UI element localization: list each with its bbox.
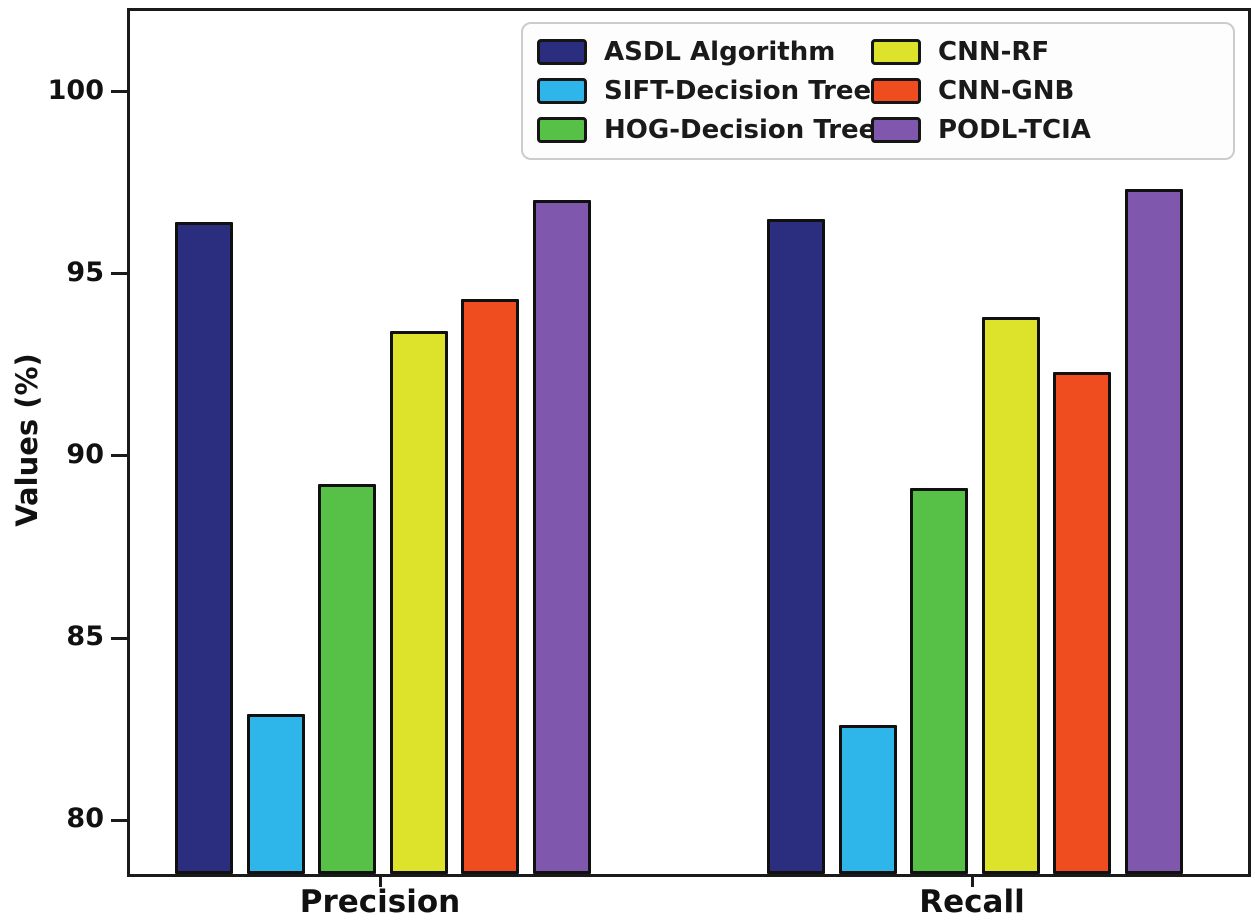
bar-asdl-algorithm-recall <box>767 218 826 874</box>
legend-label: ASDL Algorithm <box>604 36 836 67</box>
legend-label: CNN-GNB <box>938 75 1075 106</box>
legend-label: SIFT-Decision Tree <box>604 75 872 106</box>
legend-label: CNN-RF <box>938 36 1050 67</box>
bar-podl-tcia-precision <box>532 200 591 874</box>
legend-item-cnn-gnb: CNN-GNB <box>871 76 1225 106</box>
legend: ASDL Algorithm SIFT-Decision Tree HOG-De… <box>521 22 1235 160</box>
bar-cnn-rf-precision <box>389 331 448 874</box>
bar-sift-decision-tree-precision <box>246 713 305 874</box>
x-tick-label-precision: Precision <box>299 884 461 920</box>
legend-swatch-hog-decision-tree <box>537 117 587 144</box>
y-tick-label-100: 100 <box>47 74 104 106</box>
y-tick-mark-95 <box>111 272 127 276</box>
y-tick-mark-80 <box>111 818 127 822</box>
legend-item-hog-decision-tree: HOG-Decision Tree <box>537 115 876 145</box>
legend-swatch-asdl-algorithm <box>537 38 587 65</box>
legend-swatch-cnn-gnb <box>871 77 921 104</box>
bar-cnn-gnb-recall <box>1053 371 1112 874</box>
legend-swatch-cnn-rf <box>871 38 921 65</box>
bar-podl-tcia-recall <box>1124 189 1183 874</box>
y-tick-label-80: 80 <box>66 803 104 834</box>
legend-label: HOG-Decision Tree <box>604 115 877 146</box>
y-tick-label-95: 95 <box>66 256 104 288</box>
bar-cnn-rf-recall <box>981 316 1040 874</box>
legend-item-cnn-rf: CNN-RF <box>871 37 1225 67</box>
bar-cnn-gnb-precision <box>461 298 520 874</box>
y-tick-mark-90 <box>111 454 127 458</box>
legend-item-podl-tcia: PODL-TCIA <box>871 115 1225 145</box>
y-tick-mark-85 <box>111 636 127 640</box>
x-tick-mark-recall <box>970 874 974 887</box>
legend-item-asdl-algorithm: ASDL Algorithm <box>537 37 871 67</box>
bar-asdl-algorithm-precision <box>175 222 234 874</box>
bar-sift-decision-tree-recall <box>838 724 897 874</box>
x-tick-label-recall: Recall <box>919 884 1025 920</box>
y-tick-label-90: 90 <box>66 438 104 470</box>
legend-item-sift-decision-tree: SIFT-Decision Tree <box>537 76 871 106</box>
plot-area: ASDL Algorithm SIFT-Decision Tree HOG-De… <box>127 8 1251 877</box>
y-tick-label-85: 85 <box>66 621 104 652</box>
x-tick-mark-precision <box>378 874 382 887</box>
y-tick-mark-100 <box>111 90 127 94</box>
bar-hog-decision-tree-precision <box>318 484 377 874</box>
legend-swatch-podl-tcia <box>871 117 921 144</box>
bar-hog-decision-tree-recall <box>910 488 969 874</box>
legend-swatch-sift-decision-tree <box>537 77 587 104</box>
legend-label: PODL-TCIA <box>938 115 1091 146</box>
